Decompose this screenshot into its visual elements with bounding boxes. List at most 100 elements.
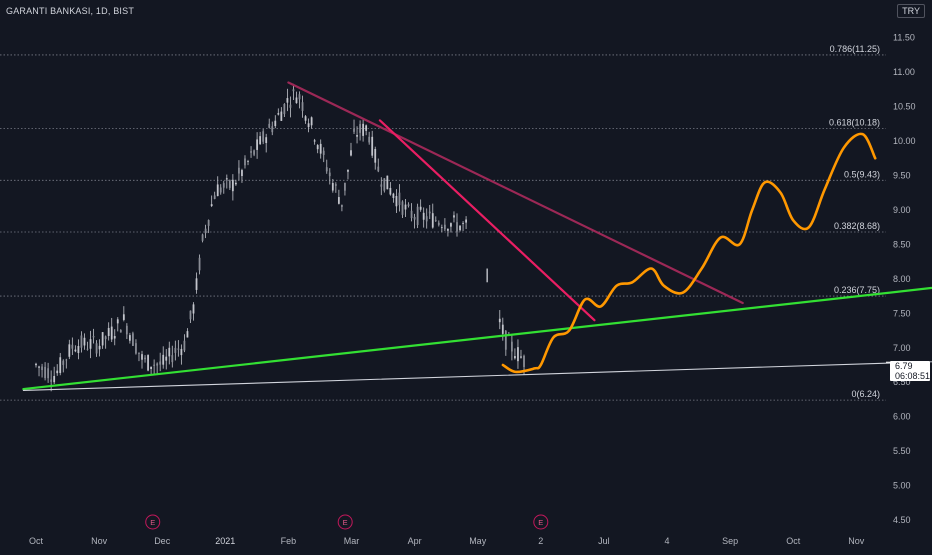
candle-body (447, 229, 449, 231)
candle-body (150, 366, 152, 370)
candle-body (313, 140, 316, 142)
candle-body (386, 175, 389, 190)
candle-body (180, 348, 183, 356)
candle-body (44, 366, 46, 379)
candle-body (274, 120, 277, 127)
candle-body (162, 354, 165, 365)
y-axis-tick-label: 7.00 (893, 343, 911, 353)
candle-body (165, 356, 168, 361)
candle-body (238, 167, 240, 174)
fib-level-label: 0.618(10.18) (829, 118, 880, 128)
candle-body (413, 216, 416, 220)
candle-body (462, 223, 464, 224)
candle-body (38, 366, 40, 368)
candle-body (265, 137, 268, 144)
candle-body (47, 368, 50, 379)
candle-body (210, 204, 213, 207)
candle-body (280, 111, 283, 121)
trendline-green-support[interactable] (22, 282, 932, 391)
y-axis-tick-label: 11.50 (893, 33, 915, 43)
candle-body (59, 357, 62, 373)
candle-body (235, 182, 237, 185)
candle-body (431, 213, 434, 228)
x-axis-tick-label: Oct (29, 536, 44, 546)
x-axis-tick-label: Nov (848, 536, 865, 546)
candle-body (356, 135, 358, 137)
fib-level-label: 0.5(9.43) (844, 169, 880, 179)
candle-body (304, 116, 307, 121)
candle-body (416, 206, 419, 226)
candle-body (283, 104, 286, 115)
candle-body (86, 348, 89, 350)
candle-body (116, 319, 119, 324)
candle-body (337, 197, 340, 204)
earnings-marker[interactable] (145, 514, 161, 530)
candle-body (325, 167, 328, 172)
candle-body (389, 187, 392, 195)
candle-body (316, 145, 319, 150)
candle-body (177, 348, 180, 350)
candle-body (153, 364, 156, 366)
candle-body (371, 136, 374, 156)
x-axis-tick-label: 2 (538, 536, 543, 546)
x-axis-tick-label: May (469, 536, 487, 546)
y-axis-tick-label: 11.00 (893, 67, 915, 77)
candle-body (207, 220, 210, 226)
currency-badge[interactable]: TRY (897, 4, 925, 18)
symbol-header[interactable]: GARANTI BANKASI, 1D, BIST (6, 6, 135, 16)
candle-body (517, 347, 519, 362)
candle-body (523, 355, 525, 367)
candle-body (253, 150, 255, 155)
last-price-value: 6.79 (895, 361, 913, 371)
candle-body (298, 94, 301, 100)
y-axis-tick-label: 10.50 (893, 102, 916, 112)
x-axis-tick-label: Dec (154, 536, 171, 546)
earnings-marker[interactable] (533, 514, 549, 530)
trendline-maroon-resistance[interactable] (287, 81, 744, 305)
candle-body (359, 124, 361, 133)
y-axis-tick-label: 7.50 (893, 308, 911, 318)
candle-body (216, 184, 219, 197)
candle-body (362, 123, 365, 136)
candle-body (365, 125, 368, 131)
x-axis-tick-label: Sep (722, 536, 738, 546)
candle-body (380, 184, 383, 187)
candle-body (171, 355, 174, 363)
candle-body (192, 304, 195, 314)
candle-body (189, 310, 192, 320)
candle-body (450, 223, 452, 227)
candle-body (256, 139, 259, 150)
candle-body (98, 345, 101, 350)
candle-body (440, 227, 443, 229)
candle-body (383, 178, 386, 191)
candle-body (292, 89, 295, 92)
y-axis-tick-label: 5.00 (893, 481, 911, 491)
candle-body (504, 330, 507, 350)
candle-body (262, 131, 265, 142)
candle-body (56, 370, 59, 374)
candle-body (377, 166, 380, 172)
candle-body (259, 136, 262, 145)
earnings-marker[interactable] (337, 514, 353, 530)
fib-level-label: 0.786(11.25) (830, 44, 880, 54)
candle-body (407, 204, 410, 206)
candle-body (247, 161, 249, 162)
candle-body (347, 169, 349, 172)
x-axis-tick-label: Oct (786, 536, 801, 546)
candle-body (428, 211, 431, 214)
candle-body (110, 326, 113, 340)
projection-path[interactable] (501, 132, 877, 374)
candle-body (331, 183, 334, 191)
y-axis-tick-label: 6.00 (893, 412, 911, 422)
y-axis-tick-label: 6.50 (893, 377, 911, 387)
candle-body (277, 113, 280, 115)
x-axis-tick-label: Apr (408, 536, 422, 546)
candle-body (310, 117, 313, 126)
candle-body (422, 212, 425, 220)
candle-body (213, 195, 216, 199)
fib-level-label: 0.236(7.75) (834, 285, 880, 295)
trendline-pink-resistance[interactable] (378, 119, 596, 322)
trendline-white-support[interactable] (22, 360, 932, 392)
